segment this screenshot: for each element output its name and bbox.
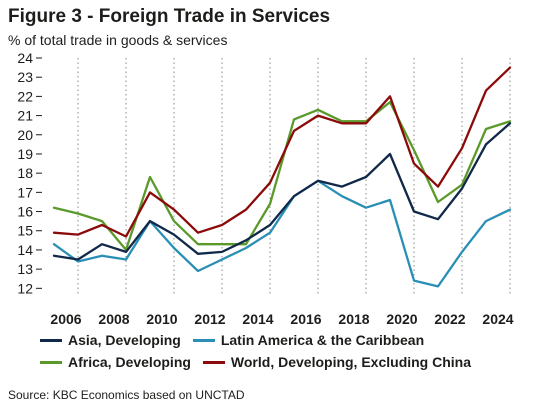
legend-row: Africa, Developing World, Developing, Exc… <box>40 352 540 372</box>
x-tick-label: 2022 <box>434 311 465 327</box>
y-tick-label: 14 <box>17 242 33 258</box>
y-tick-label: 22 <box>17 88 33 104</box>
legend-label: World, Developing, Excluding China <box>230 354 472 370</box>
y-tick-label: 18 <box>17 165 33 181</box>
chart-subtitle: % of total trade in goods & services <box>8 32 228 48</box>
grid-lines <box>77 58 511 296</box>
series-line-africa-developing <box>52 100 512 252</box>
source-note: Source: KBC Economics based on UNCTAD <box>8 388 245 402</box>
x-tick-label: 2020 <box>386 311 417 327</box>
x-tick-label: 2024 <box>482 311 513 327</box>
legend-label: Latin America & the Caribbean <box>220 332 425 348</box>
legend-swatch <box>40 338 62 342</box>
x-tick-label: 2016 <box>290 311 321 327</box>
y-tick-label: 20 <box>17 127 33 143</box>
chart-title: Figure 3 - Foreign Trade in Services <box>8 6 331 27</box>
y-tick-label: 15 <box>17 223 33 239</box>
y-axis-ticks: 12 13 14 15 16 17 18 19 20 21 22 23 24 <box>17 50 42 296</box>
legend-item: Africa, Developing <box>40 354 191 370</box>
y-tick-label: 12 <box>17 280 33 296</box>
y-tick-label: 21 <box>17 108 33 124</box>
series-line-latin-america-the-caribbean <box>52 179 512 288</box>
chart-legend: Asia, Developing Latin America & the Cari… <box>40 330 540 374</box>
x-tick-label: 2012 <box>194 311 225 327</box>
legend-swatch <box>192 338 215 342</box>
series-line-world-developing-excluding-china <box>52 66 512 238</box>
series-lines <box>52 66 512 288</box>
legend-label: Africa, Developing <box>68 354 191 370</box>
x-tick-label: 2014 <box>242 311 273 327</box>
x-tick-label: 2010 <box>146 311 177 327</box>
x-axis-ticks: 2006 2008 2010 2012 2014 2016 2018 2020 2022 2024 <box>50 311 513 327</box>
series-line-asia-developing <box>52 122 512 261</box>
y-tick-label: 24 <box>17 50 33 66</box>
legend-item: World, Developing, Excluding China <box>202 354 472 370</box>
legend-row: Asia, Developing Latin America & the Cari… <box>40 330 540 350</box>
legend-swatch <box>40 360 62 364</box>
x-tick-label: 2018 <box>338 311 369 327</box>
x-tick-label: 2008 <box>98 311 129 327</box>
y-tick-label: 19 <box>17 146 33 162</box>
legend-swatch <box>202 360 225 364</box>
y-tick-label: 23 <box>17 69 33 85</box>
y-tick-label: 17 <box>17 184 33 200</box>
legend-label: Asia, Developing <box>68 332 181 348</box>
y-tick-label: 13 <box>17 261 33 277</box>
x-tick-label: 2006 <box>50 311 81 327</box>
legend-item: Latin America & the Caribbean <box>192 332 425 348</box>
y-tick-label: 16 <box>17 204 33 220</box>
legend-item: Asia, Developing <box>40 332 181 348</box>
